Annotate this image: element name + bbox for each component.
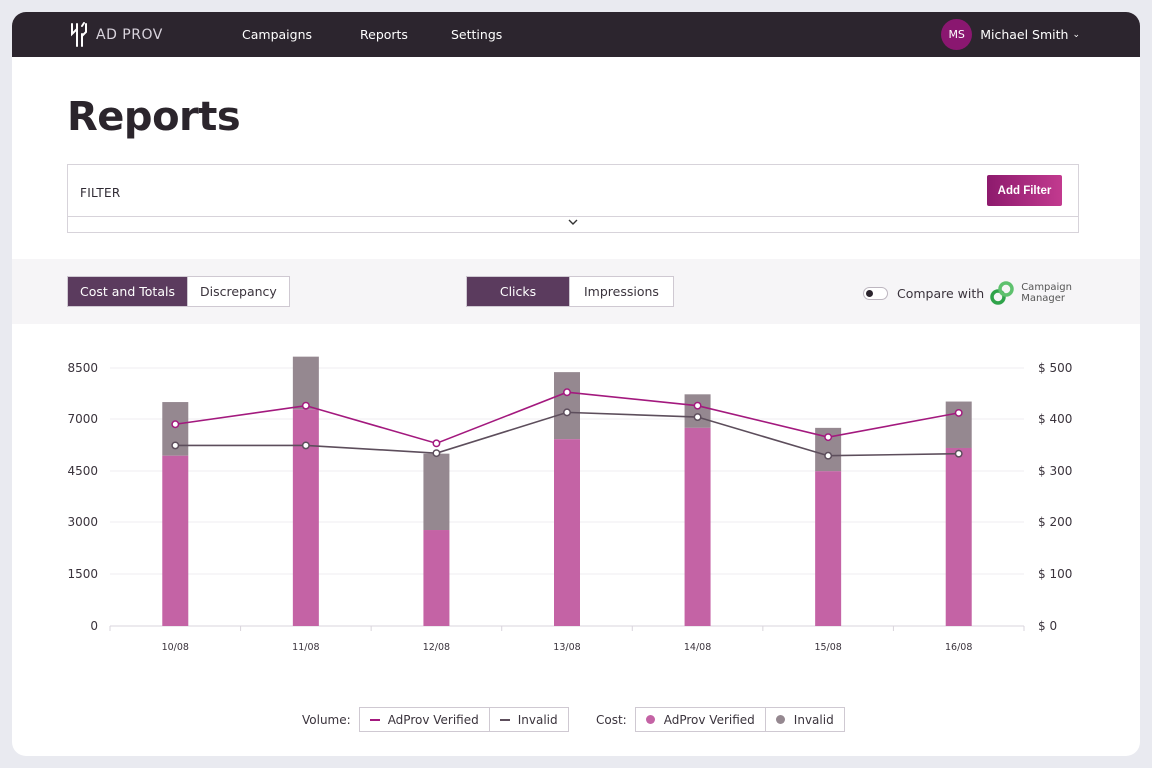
avatar: MS	[941, 19, 973, 50]
campaign-manager-label: Campaign Manager	[1021, 282, 1072, 304]
y-tick-right: $ 300	[1038, 464, 1072, 478]
compare-toggle[interactable]	[863, 286, 888, 300]
top-navigation: AD PROV Campaigns Reports Settings MS Mi…	[12, 12, 1140, 57]
logo-text: AD PROV	[96, 27, 163, 43]
legend-volume-verified[interactable]: AdProv Verified	[360, 708, 489, 731]
y-tick-left: 0	[90, 619, 98, 633]
clicks-chart: 0 $ 0 1500 $ 100 3000 $ 200 4500 $ 300 7000 $ 400…	[12, 342, 1140, 672]
bar-verified	[423, 530, 450, 626]
logo[interactable]: AD PROV	[68, 20, 163, 50]
line-verified-point	[301, 401, 310, 410]
tab-clicks[interactable]: Clicks	[467, 277, 569, 306]
campaign-manager-line1: Campaign	[1021, 282, 1072, 293]
y-tick-left: 4500	[67, 464, 98, 478]
line-verified-point	[563, 388, 571, 397]
x-tick-label: 14/08	[684, 642, 711, 653]
volume-legend-box: AdProv Verified Invalid	[358, 707, 569, 732]
nav-campaigns[interactable]: Campaigns	[242, 27, 313, 42]
user-name: Michael Smith	[980, 27, 1069, 42]
nav-reports[interactable]: Reports	[360, 27, 408, 42]
bar-verified	[162, 455, 189, 626]
chevron-down-icon	[568, 219, 578, 225]
y-tick-right: $ 100	[1038, 567, 1072, 581]
y-tick-right: $ 200	[1038, 515, 1072, 529]
line-invalid-point	[432, 449, 441, 458]
bar-verified	[945, 447, 972, 626]
line-invalid-point	[693, 413, 702, 421]
y-tick-right: $ 0	[1038, 619, 1057, 633]
dot-marker-icon	[775, 715, 785, 724]
nav-settings[interactable]: Settings	[451, 27, 503, 42]
chevron-down-icon: ⌄	[1072, 29, 1080, 40]
legend-volume-invalid[interactable]: Invalid	[488, 708, 568, 731]
line-invalid-point	[171, 441, 180, 450]
bar-invalid	[945, 401, 972, 448]
chart-svg: 0 $ 0 1500 $ 100 3000 $ 200 4500 $ 300 7000 $ 400…	[67, 356, 1072, 653]
legend-cost-invalid[interactable]: Invalid	[764, 708, 844, 731]
compare-with: Compare with Campaign Manager	[863, 281, 1072, 305]
chart-controls: Cost and Totals Discrepancy Clicks Impre…	[12, 259, 1140, 324]
tab-cost-and-totals[interactable]: Cost and Totals	[68, 277, 187, 306]
y-tick-left: 7000	[67, 412, 98, 426]
y-tick-left: 3000	[67, 515, 98, 529]
bar-verified	[684, 427, 711, 626]
line-verified-point	[693, 401, 702, 410]
bar-verified	[815, 471, 842, 626]
line-invalid-point	[563, 408, 571, 417]
app-window: AD PROV Campaigns Reports Settings MS Mi…	[12, 12, 1140, 756]
y-tick-right: $ 400	[1038, 412, 1072, 426]
filter-label: FILTER	[80, 186, 121, 200]
volume-legend-title: Volume:	[302, 712, 351, 727]
bar-invalid	[554, 372, 580, 440]
line-verified-point	[432, 439, 441, 448]
legend-cost-verified[interactable]: AdProv Verified	[636, 708, 765, 731]
x-tick-label: 12/08	[423, 642, 450, 653]
user-menu[interactable]: MS Michael Smith ⌄	[941, 19, 1080, 50]
logo-icon	[71, 22, 87, 47]
view-toggle: Cost and Totals Discrepancy	[67, 276, 290, 307]
line-marker-icon	[369, 718, 380, 721]
add-filter-button[interactable]: Add Filter	[987, 175, 1062, 206]
filter-expand-toggle[interactable]	[68, 216, 1078, 232]
page-title: Reports	[67, 94, 241, 140]
line-verified-point	[824, 433, 833, 442]
cost-legend-box: AdProv Verified Invalid	[634, 707, 845, 732]
legend-cost-invalid-label: Invalid	[793, 712, 834, 727]
line-verified-point	[171, 420, 180, 429]
bar-invalid	[423, 453, 450, 531]
cost-legend: Cost: AdProv Verified Invalid	[596, 707, 845, 732]
line-invalid-point	[301, 441, 310, 450]
line-invalid-point	[824, 451, 833, 460]
bar-invalid	[292, 356, 319, 410]
legend-volume-verified-label: AdProv Verified	[387, 712, 479, 727]
y-tick-left: 1500	[67, 567, 98, 581]
x-tick-label: 11/08	[292, 642, 319, 653]
cost-legend-title: Cost:	[596, 712, 627, 727]
line-invalid-point	[954, 449, 963, 458]
campaign-manager-line2: Manager	[1021, 293, 1066, 304]
line-verified-point	[954, 408, 963, 417]
compare-label: Compare with	[897, 285, 985, 301]
x-tick-label: 13/08	[553, 642, 580, 653]
campaign-manager-icon	[990, 281, 1014, 305]
x-tick-label: 10/08	[162, 642, 189, 653]
line-marker-icon	[499, 718, 510, 721]
bar-invalid	[684, 394, 711, 428]
tab-discrepancy[interactable]: Discrepancy	[186, 277, 289, 306]
y-tick-right: $ 500	[1038, 361, 1072, 375]
bar-verified	[554, 439, 580, 626]
y-tick-left: 8500	[67, 361, 98, 375]
volume-legend: Volume: AdProv Verified Invalid	[302, 707, 569, 732]
metric-toggle: Clicks Impressions	[466, 276, 674, 307]
legend-cost-verified-label: AdProv Verified	[663, 712, 755, 727]
tab-impressions[interactable]: Impressions	[569, 277, 673, 306]
x-tick-label: 16/08	[945, 642, 972, 653]
legend-volume-invalid-label: Invalid	[517, 712, 558, 727]
x-tick-label: 15/08	[814, 642, 841, 653]
filter-panel: FILTER Add Filter	[67, 164, 1079, 233]
dot-marker-icon	[645, 715, 655, 724]
